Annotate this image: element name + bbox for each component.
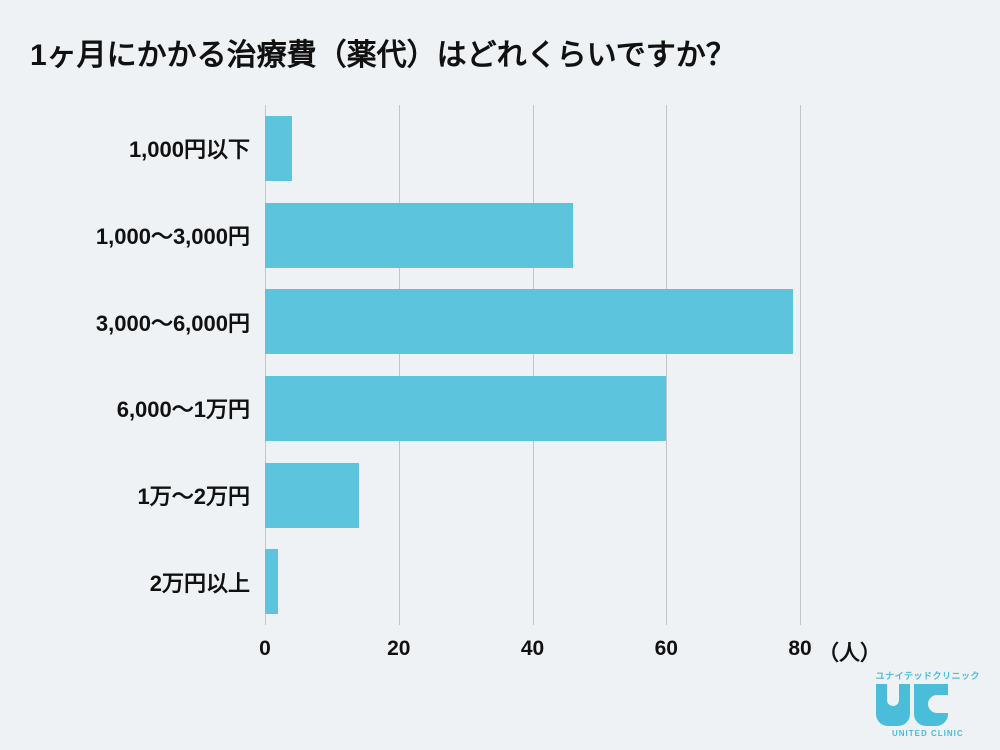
gridline bbox=[533, 105, 534, 625]
gridline bbox=[800, 105, 801, 625]
x-tick-label: 20 bbox=[387, 625, 410, 661]
x-tick-label: 40 bbox=[521, 625, 544, 661]
logo-letter-c-icon bbox=[914, 684, 948, 726]
gridline bbox=[399, 105, 400, 625]
x-axis-unit: （人） bbox=[818, 625, 881, 667]
y-category-label: 6,000〜1万円 bbox=[117, 392, 265, 424]
y-category-label: 1万〜2万円 bbox=[138, 479, 265, 511]
chart-title: 1ヶ月にかかる治療費（薬代）はどれくらいですか？ bbox=[30, 30, 736, 74]
bar bbox=[265, 289, 793, 354]
x-tick-label: 80 bbox=[788, 625, 811, 661]
brand-logo: ユナイテッドクリニック UNITED CLINIC bbox=[876, 669, 980, 738]
x-tick-label: 60 bbox=[655, 625, 678, 661]
bar bbox=[265, 203, 573, 268]
bar bbox=[265, 376, 666, 441]
bar bbox=[265, 463, 359, 528]
gridline bbox=[265, 105, 266, 625]
y-category-label: 1,000円以下 bbox=[129, 132, 265, 164]
y-category-label: 2万円以上 bbox=[150, 566, 265, 598]
logo-katakana: ユナイテッドクリニック bbox=[876, 669, 980, 682]
bar bbox=[265, 116, 292, 181]
x-tick-label: 0 bbox=[259, 625, 271, 661]
bar-chart: 020406080（人）1,000円以下1,000〜3,000円3,000〜6,… bbox=[265, 105, 800, 625]
logo-letter-u-icon bbox=[876, 684, 910, 726]
y-category-label: 1,000〜3,000円 bbox=[96, 219, 265, 251]
plot-area: 020406080（人）1,000円以下1,000〜3,000円3,000〜6,… bbox=[265, 105, 800, 625]
logo-mark-icon bbox=[876, 684, 980, 726]
bar bbox=[265, 549, 278, 614]
logo-english: UNITED CLINIC bbox=[876, 729, 980, 738]
y-category-label: 3,000〜6,000円 bbox=[96, 306, 265, 338]
gridline bbox=[666, 105, 667, 625]
